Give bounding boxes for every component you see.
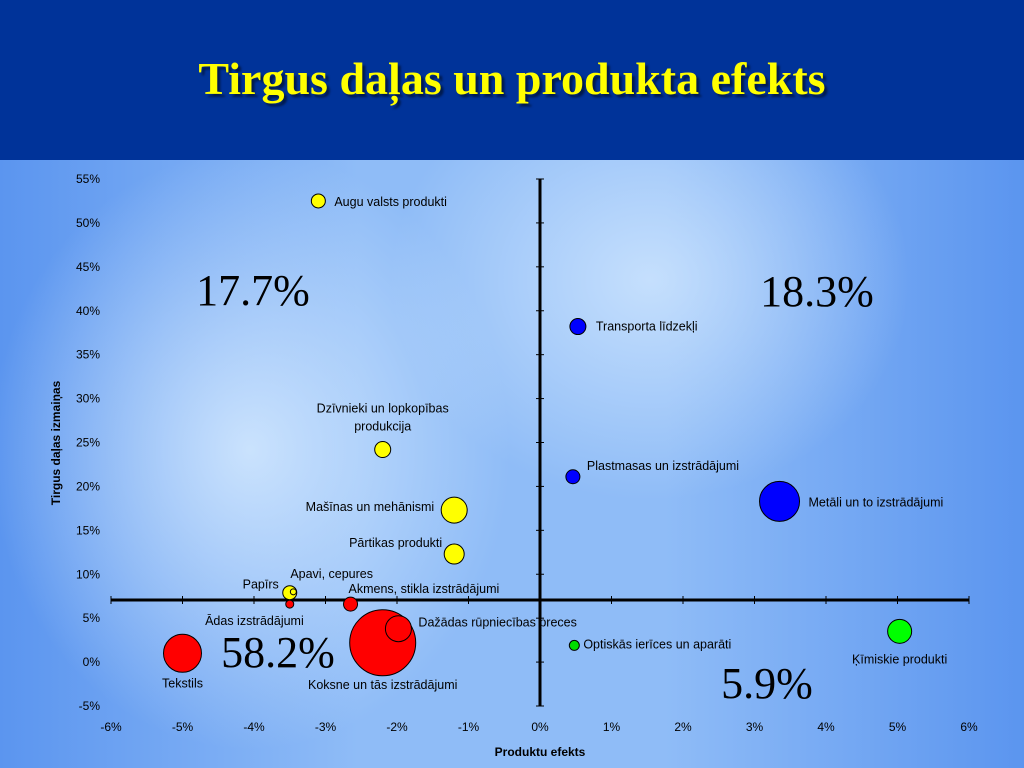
y-tick-label: 45% [76,260,100,274]
x-tick-label: 3% [746,720,764,734]
bubble-label: Tekstils [162,676,203,690]
bubble-label: Koksne un tās izstrādājumi [308,678,457,692]
y-tick-label: 50% [76,216,100,230]
x-tick-label: -4% [243,720,265,734]
x-tick-label: -2% [386,720,408,734]
x-tick-label: 6% [960,720,978,734]
y-tick-label: 25% [76,436,100,450]
quadrant-share-label: 5.9% [721,659,813,708]
bubble-point [343,596,359,612]
bubble-label: Ādas izstrādājumi [205,614,304,628]
bubble-point [310,193,326,209]
bubble-point [440,496,468,524]
bubble-point [443,543,465,565]
y-axis-title: Tirgus daļas izmaiņas [49,380,63,505]
x-tick-label: 0% [531,720,549,734]
y-tick-label: 15% [76,523,100,537]
bubble-point [565,469,581,485]
bubble-label: Augu valsts produkti [334,195,447,209]
slide-title: Tirgus daļas un produkta efekts [198,53,826,104]
bubble-point [285,599,295,609]
y-tick-label: 35% [76,348,100,362]
quadrant-share-label: 58.2% [221,628,335,677]
bubble-point [887,618,913,644]
bubble-label: Plastmasas un izstrādājumi [587,459,739,473]
bubble-point [163,633,202,673]
bubble-label: Pārtikas produkti [349,536,442,550]
bubble-label: Ķīmiskie produkti [852,652,947,666]
bubble-label: Papīrs [243,578,279,592]
bubble-point [568,639,580,651]
x-tick-label: -6% [100,720,122,734]
x-axis-title: Produktu efekts [495,745,586,759]
bubble-point [759,480,801,522]
bubble-label: Dažādas rūpniecības preces [418,616,576,630]
bubble-label: Dzīvnieki un lopkopības produkcija [317,402,449,434]
y-tick-label: 20% [76,479,100,493]
y-tick-label: 55% [76,172,100,186]
bubble-label: Transporta līdzekļi [596,320,698,334]
x-tick-label: 5% [889,720,907,734]
x-tick-label: 2% [674,720,692,734]
bubble-point [569,318,587,336]
bubble-label: Mašīnas un mehānismi [306,500,435,514]
bubble-label: Akmens, stikla izstrādājumi [349,582,500,596]
x-tick-label: 4% [817,720,835,734]
bubble-point [289,588,297,596]
y-tick-label: 10% [76,567,100,581]
x-tick-label: 1% [603,720,621,734]
y-tick-label: 0% [83,655,101,669]
bubble-label: Optiskās ierīces un aparāti [583,637,731,651]
y-tick-label: -5% [79,699,101,713]
y-tick-label: 5% [83,611,101,625]
bubble-label: Apavi, cepures [290,567,373,581]
quadrant-share-label: 17.7% [196,266,310,315]
bubble-label: Metāli un to izstrādājumi [809,495,944,509]
y-tick-label: 30% [76,392,100,406]
bubble-point [374,441,392,459]
title-bar: Tirgus daļas un produkta efekts [0,0,1024,160]
bubble-point [384,615,412,643]
quadrant-share-label: 18.3% [760,267,874,316]
y-tick-label: 40% [76,304,100,318]
x-tick-label: -5% [172,720,194,734]
x-tick-label: -1% [458,720,480,734]
x-tick-label: -3% [315,720,337,734]
